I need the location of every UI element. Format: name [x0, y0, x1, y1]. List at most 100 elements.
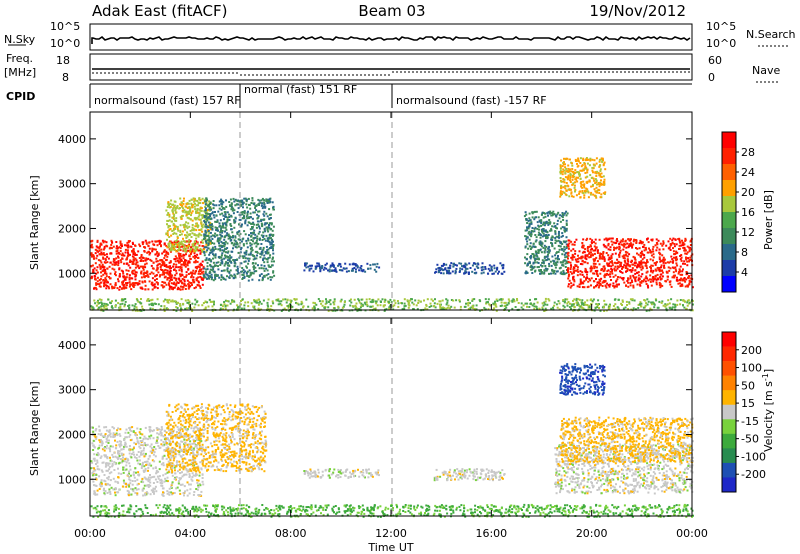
data-point	[208, 298, 211, 301]
data-point	[554, 237, 557, 239]
data-point	[188, 300, 191, 303]
data-point	[614, 285, 616, 288]
data-point	[217, 237, 220, 240]
data-point	[184, 263, 187, 266]
data-point	[659, 260, 662, 263]
data-point	[227, 233, 230, 236]
data-point	[295, 301, 297, 304]
data-point	[164, 275, 167, 278]
data-point	[334, 309, 337, 312]
data-point	[360, 302, 363, 305]
data-point	[159, 266, 162, 268]
data-point	[531, 211, 534, 214]
data-point	[267, 298, 270, 301]
data-point	[651, 248, 654, 251]
data-point	[100, 271, 102, 274]
data-point	[157, 303, 160, 306]
data-point	[564, 166, 567, 169]
data-point	[118, 273, 121, 275]
data-point	[104, 277, 107, 280]
data-point	[535, 210, 538, 213]
data-point	[542, 212, 545, 214]
data-point	[186, 231, 189, 234]
data-point	[493, 267, 496, 270]
data-point	[297, 303, 300, 306]
data-point	[638, 277, 640, 280]
data-point	[247, 262, 250, 265]
data-point	[92, 255, 95, 258]
data-point	[244, 233, 247, 236]
data-point	[198, 249, 201, 252]
data-point	[551, 235, 554, 238]
data-point	[170, 245, 173, 248]
data-point	[142, 267, 145, 269]
data-point	[533, 245, 536, 248]
data-point	[103, 282, 106, 285]
data-point	[624, 240, 627, 243]
data-point	[196, 241, 199, 244]
data-point	[96, 249, 98, 252]
data-point	[145, 241, 148, 244]
data-point	[208, 257, 211, 260]
data-point	[553, 304, 556, 307]
data-point	[553, 260, 556, 263]
data-point	[607, 284, 610, 287]
data-point	[634, 269, 637, 272]
data-point	[643, 249, 646, 252]
data-point	[239, 251, 242, 254]
data-point	[641, 267, 644, 270]
data-point	[587, 280, 590, 283]
data-point	[389, 298, 392, 301]
data-point	[173, 224, 176, 227]
data-point	[672, 271, 675, 274]
data-point	[260, 220, 263, 222]
data-point	[248, 203, 250, 206]
data-point	[491, 269, 494, 272]
data-point	[578, 304, 581, 307]
data-point	[640, 250, 643, 253]
data-point	[228, 271, 231, 274]
data-point	[167, 212, 170, 214]
data-point	[220, 254, 223, 257]
data-point	[622, 256, 625, 259]
data-point	[221, 212, 224, 215]
data-point	[639, 284, 642, 287]
data-point	[443, 268, 446, 271]
data-point	[90, 246, 93, 249]
data-point	[576, 266, 579, 269]
data-point	[165, 251, 168, 254]
data-point	[629, 275, 632, 278]
data-point	[183, 226, 186, 229]
data-point	[469, 302, 471, 305]
data-point	[118, 288, 121, 291]
data-point	[111, 263, 114, 266]
data-point	[563, 169, 566, 172]
data-point	[184, 224, 187, 227]
data-point	[574, 178, 577, 181]
data-point	[197, 281, 200, 284]
data-point	[683, 279, 686, 282]
data-point	[246, 275, 249, 277]
data-point	[253, 265, 255, 268]
data-point	[654, 244, 657, 247]
data-point	[122, 280, 125, 283]
data-point	[127, 244, 130, 247]
data-point	[241, 298, 244, 301]
data-point	[251, 271, 254, 274]
data-point	[496, 266, 499, 269]
data-point	[634, 280, 637, 283]
data-point	[192, 250, 195, 253]
data-point	[655, 238, 658, 241]
data-point	[314, 267, 317, 270]
data-point	[180, 263, 183, 266]
data-point	[120, 287, 123, 290]
data-point	[92, 254, 95, 257]
data-point	[569, 177, 572, 180]
data-point	[611, 237, 614, 240]
data-point	[484, 266, 487, 268]
data-point	[562, 178, 565, 180]
data-point	[112, 245, 115, 248]
data-point	[119, 240, 122, 243]
data-point	[559, 261, 562, 264]
data-point	[195, 212, 198, 214]
